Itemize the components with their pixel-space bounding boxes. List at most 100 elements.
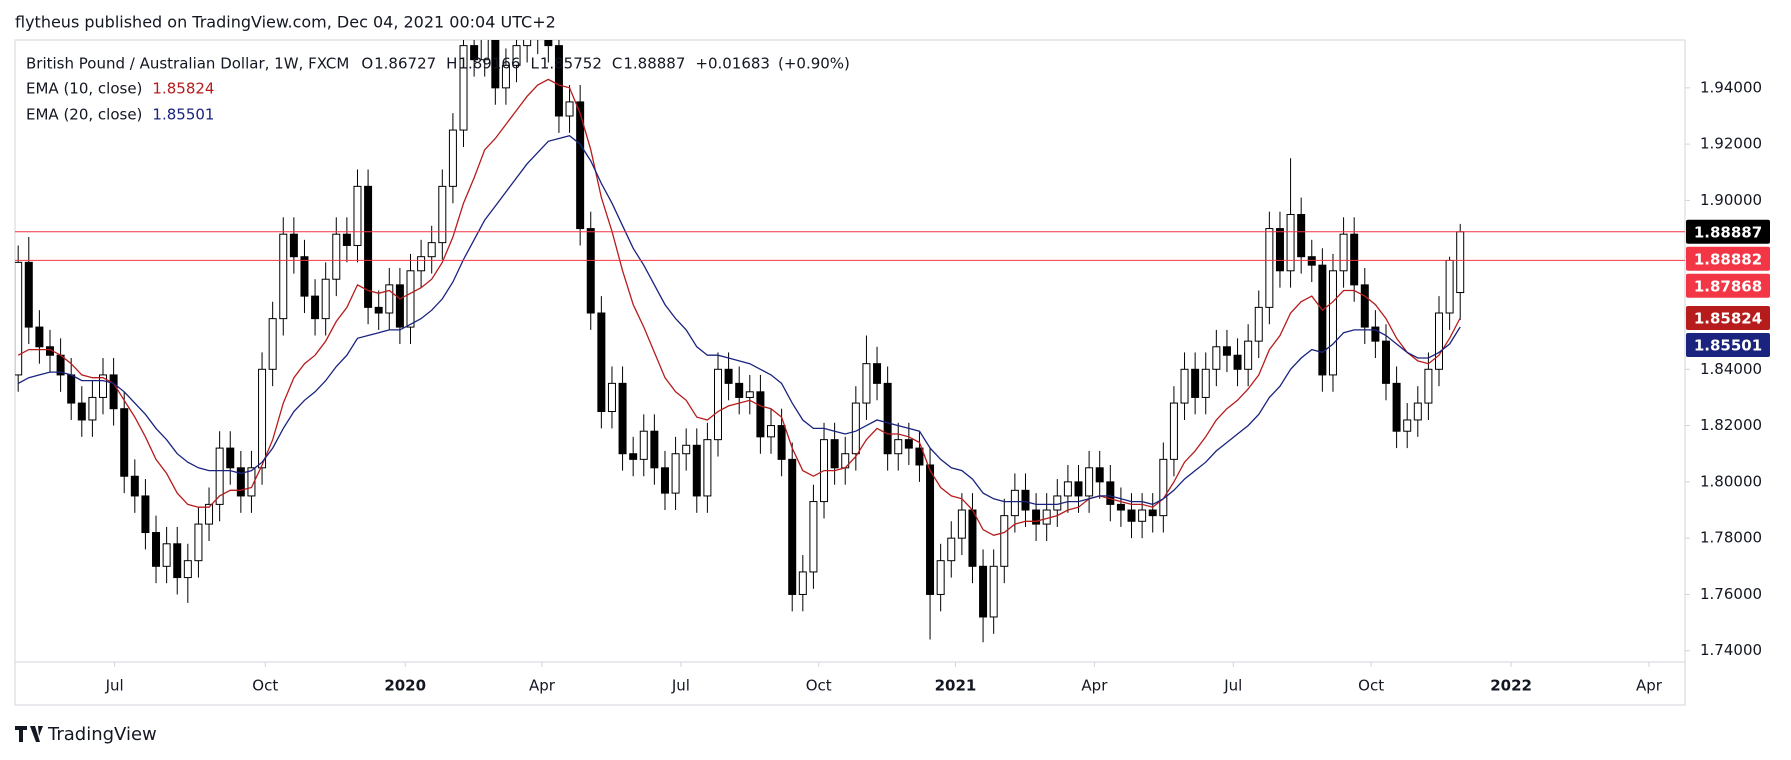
candle-body bbox=[1254, 306, 1263, 342]
candle-body bbox=[586, 228, 595, 314]
y-tick-label: 1.90000 bbox=[1700, 191, 1762, 209]
y-tick-label: 1.94000 bbox=[1700, 78, 1762, 96]
last-price-label-box bbox=[1686, 219, 1770, 244]
candle-body bbox=[1307, 256, 1316, 266]
candle-body bbox=[77, 402, 86, 421]
candle-body bbox=[1148, 509, 1157, 517]
candle-body bbox=[735, 382, 744, 398]
y-tick-label: 1.78000 bbox=[1700, 529, 1762, 547]
candle-body bbox=[576, 101, 585, 230]
candle-body bbox=[99, 374, 108, 398]
ohlc-value: 1.88887 bbox=[623, 55, 685, 73]
candle-body bbox=[915, 447, 924, 466]
candle-body bbox=[15, 261, 23, 376]
legend-title: British Pound / Australian Dollar, 1W, F… bbox=[26, 55, 349, 73]
y-tick-label: 1.84000 bbox=[1700, 360, 1762, 378]
ema-20-label: 1.85501 bbox=[1694, 336, 1762, 354]
candle-body bbox=[1360, 284, 1369, 328]
candle-body bbox=[480, 40, 489, 61]
x-tick-label: 2022 bbox=[1490, 677, 1532, 695]
candle-body bbox=[926, 464, 935, 595]
candle-body bbox=[109, 374, 118, 410]
y-tick-label: 1.92000 bbox=[1700, 135, 1762, 153]
candle-body bbox=[24, 261, 33, 328]
last-price-label: 1.88887 bbox=[1694, 223, 1762, 241]
candle-body bbox=[639, 430, 648, 460]
candle-body bbox=[1445, 259, 1454, 314]
candle-body bbox=[724, 368, 733, 384]
candle-body bbox=[289, 233, 298, 258]
candle-body bbox=[629, 453, 638, 460]
candle-body bbox=[88, 396, 97, 421]
candle-body bbox=[830, 439, 839, 469]
candle-body bbox=[1000, 515, 1009, 567]
prev-close-label: 1.87868 bbox=[1694, 277, 1762, 295]
change: +0.01683 bbox=[695, 55, 770, 73]
x-tick-label: Jul bbox=[105, 677, 124, 695]
ema-line bbox=[17, 78, 1461, 536]
candle-body bbox=[1233, 354, 1242, 370]
plot bbox=[15, 40, 1465, 643]
candle-body bbox=[1392, 382, 1401, 432]
candle-body bbox=[321, 278, 330, 320]
candle-body bbox=[1127, 509, 1136, 522]
candle-body bbox=[809, 501, 818, 573]
candle-body bbox=[1297, 213, 1306, 258]
candle-body bbox=[1063, 481, 1072, 497]
candle-body bbox=[1456, 231, 1465, 294]
candle-body bbox=[512, 45, 521, 66]
x-tick-label: 2021 bbox=[935, 677, 977, 695]
candle-body bbox=[1053, 495, 1062, 511]
footer: TradingView bbox=[47, 724, 157, 745]
candle-body bbox=[618, 382, 627, 455]
candle-body bbox=[1010, 489, 1019, 517]
candle-body bbox=[1371, 326, 1380, 342]
ohlc-value: 1.86727 bbox=[374, 55, 436, 73]
legend-name: EMA (20, close) bbox=[26, 106, 142, 124]
candle-body bbox=[1095, 467, 1104, 483]
ema-10-label: 1.85824 bbox=[1694, 309, 1762, 327]
x-tick-label: Apr bbox=[529, 677, 556, 695]
candle-body bbox=[1318, 264, 1327, 376]
candle-body bbox=[374, 306, 383, 314]
y-tick-label: 1.82000 bbox=[1700, 416, 1762, 434]
candle-body bbox=[703, 439, 712, 497]
candle-body bbox=[607, 382, 616, 413]
change-pct: (+0.90%) bbox=[778, 55, 850, 73]
candle-body bbox=[979, 565, 988, 618]
candle-body bbox=[395, 284, 404, 328]
candle-body bbox=[1180, 368, 1189, 404]
candle-body bbox=[1339, 233, 1348, 272]
candle-body bbox=[226, 447, 235, 469]
candle-body bbox=[1169, 402, 1178, 460]
candle-body bbox=[682, 444, 691, 455]
candle-body bbox=[745, 391, 754, 398]
ohlc-label: L bbox=[530, 55, 539, 73]
candle-body bbox=[1265, 228, 1274, 308]
candle-body bbox=[491, 40, 500, 89]
candle-body bbox=[459, 45, 468, 131]
candle-body bbox=[788, 458, 797, 595]
price-label: 1.88882 bbox=[1694, 250, 1762, 268]
candle-body bbox=[268, 318, 277, 370]
candle-body bbox=[332, 233, 341, 280]
candle-body bbox=[660, 467, 669, 494]
candle-body bbox=[565, 101, 574, 117]
candle-body bbox=[989, 565, 998, 618]
candle-body bbox=[194, 523, 203, 562]
candle-body bbox=[173, 543, 182, 579]
prev-close-label-box bbox=[1686, 273, 1770, 298]
candle-body bbox=[873, 363, 882, 384]
y-tick-label: 1.76000 bbox=[1700, 585, 1762, 603]
candle-body bbox=[1413, 402, 1422, 421]
candle-body bbox=[448, 129, 457, 187]
candle-body bbox=[851, 402, 860, 455]
x-tick-label: Jul bbox=[671, 677, 690, 695]
candle-body bbox=[1286, 213, 1295, 272]
candle-body bbox=[523, 40, 532, 47]
legend-value: 1.85501 bbox=[152, 106, 214, 124]
y-tick-label: 1.74000 bbox=[1700, 641, 1762, 659]
ohlc-label: H bbox=[446, 55, 457, 73]
ema-10-label-box bbox=[1686, 305, 1770, 330]
candle-body bbox=[1074, 481, 1083, 497]
